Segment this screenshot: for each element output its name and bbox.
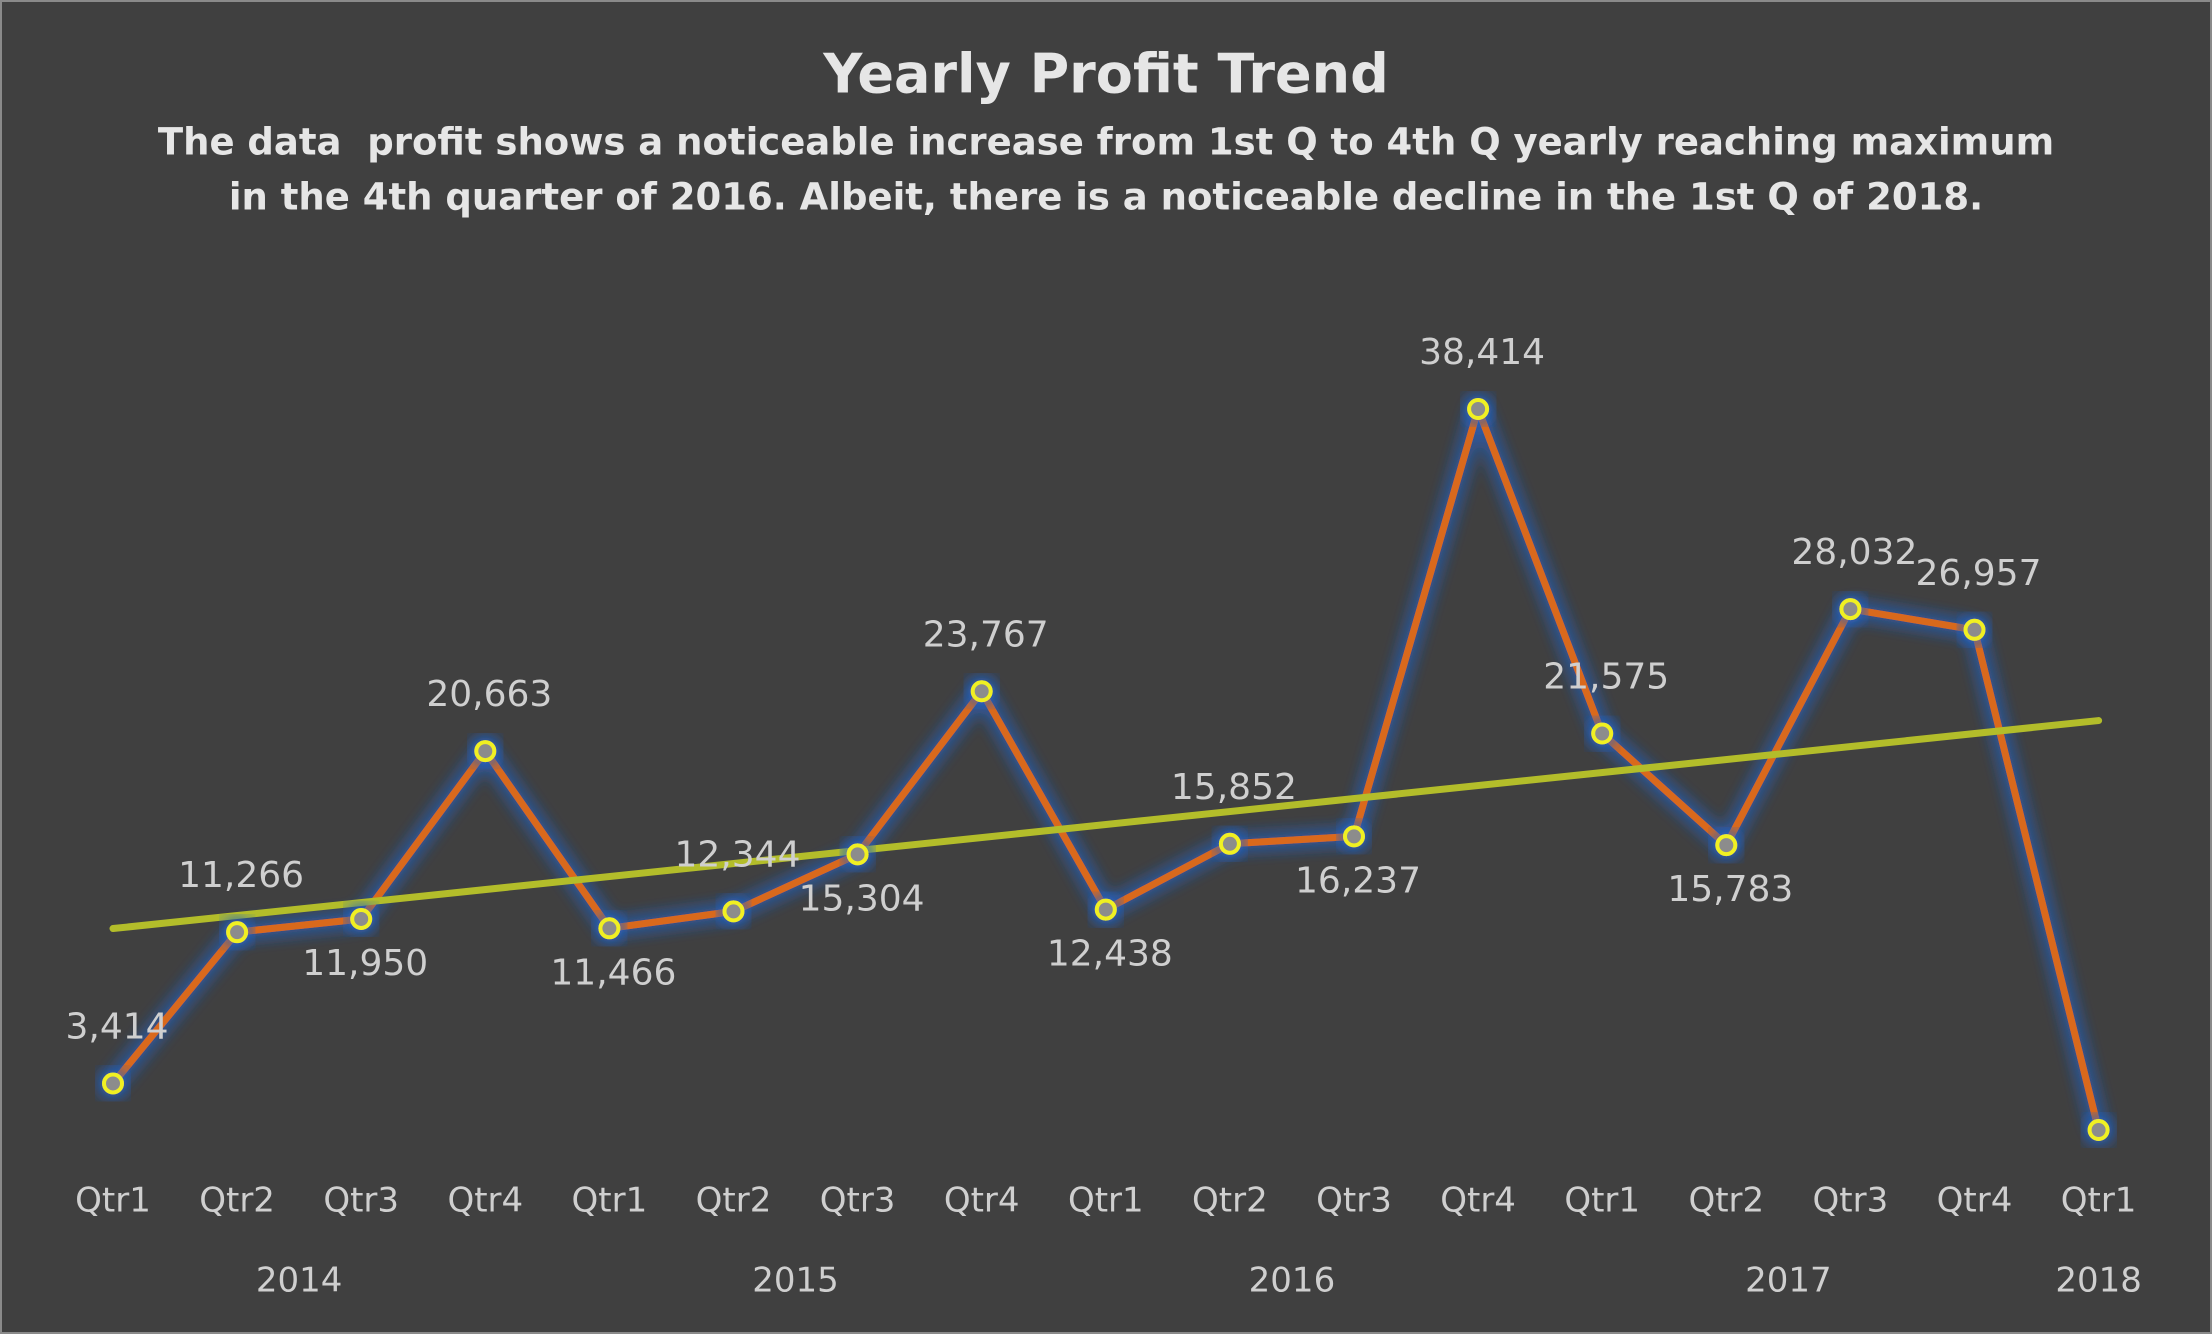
x-tick-label: Qtr1 [1564, 1181, 1640, 1221]
x-tick-label: Qtr1 [572, 1181, 648, 1221]
data-point [970, 680, 993, 703]
x-tick-label: Qtr1 [1068, 1181, 1144, 1221]
data-point [1591, 722, 1614, 745]
data-label: 38,414 [1419, 332, 1545, 373]
chart-subtitle: The data profit shows a noticeable incre… [158, 121, 2054, 164]
x-tick-label: Qtr4 [447, 1181, 523, 1221]
x-tick-label: Qtr3 [1316, 1181, 1392, 1221]
data-point [2087, 1119, 2110, 1141]
data-point [474, 740, 497, 763]
x-group-label: 2018 [2055, 1261, 2142, 1301]
data-label: 16,237 [1295, 860, 1421, 901]
data-point [1839, 598, 1862, 621]
x-tick-label: Qtr2 [199, 1181, 275, 1221]
data-label: 15,304 [799, 878, 925, 919]
plot-area: Qtr1 Qtr2 Qtr3 Qtr4 Qtr1 Qtr2 Qtr3 Qtr4 Qtr1 Qtr2… [65, 332, 2141, 1301]
x-tick-label: Qtr2 [1192, 1181, 1268, 1221]
data-point [1963, 618, 1986, 641]
data-label: 21,575 [1543, 657, 1669, 698]
data-label: 11,266 [178, 855, 304, 896]
data-label: 12,438 [1047, 934, 1173, 975]
trendline [109, 717, 2103, 933]
data-point [1715, 834, 1738, 857]
data-label: 20,663 [426, 674, 552, 715]
x-tick-label: Qtr1 [2061, 1181, 2137, 1221]
data-point [102, 1072, 124, 1095]
x-tick-label: Qtr4 [1440, 1181, 1516, 1221]
data-label: 26,957 [1916, 553, 2042, 594]
data-label: 12,344 [675, 834, 801, 875]
x-group-label: 2017 [1745, 1261, 1832, 1301]
x-tick-label: Qtr2 [1688, 1181, 1764, 1221]
data-label: 28,032 [1791, 532, 1917, 573]
data-label: 15,852 [1171, 767, 1297, 808]
chart-subtitle: in the 4th quarter of 2016. Albeit, ther… [229, 176, 1983, 219]
data-label: 11,466 [550, 952, 676, 993]
x-tick-label: Qtr1 [75, 1181, 151, 1221]
data-point [226, 921, 249, 944]
data-point [846, 843, 869, 866]
data-point [350, 907, 373, 930]
x-group-label: 2014 [256, 1261, 343, 1301]
data-point [1218, 832, 1241, 855]
data-label: 3,414 [65, 1006, 168, 1047]
x-group-label: 2016 [1249, 1261, 1336, 1301]
x-tick-label: Qtr4 [1937, 1181, 2013, 1221]
x-tick-label: Qtr3 [323, 1181, 399, 1221]
data-point [722, 900, 745, 923]
x-tick-label: Qtr3 [820, 1181, 896, 1221]
x-tick-label: Qtr4 [944, 1181, 1020, 1221]
data-point [1467, 398, 1490, 420]
x-tick-label: Qtr3 [1813, 1181, 1889, 1221]
data-label: 15,783 [1667, 869, 1793, 910]
data-point [598, 917, 621, 940]
data-label: 11,950 [302, 943, 428, 984]
data-point [1343, 825, 1365, 848]
chart-title: Yearly Profit Trend [822, 43, 1389, 106]
data-point [1094, 898, 1117, 921]
data-label: 23,767 [923, 614, 1049, 655]
x-tick-label: Qtr2 [696, 1181, 772, 1221]
x-group-label: 2015 [752, 1261, 839, 1301]
